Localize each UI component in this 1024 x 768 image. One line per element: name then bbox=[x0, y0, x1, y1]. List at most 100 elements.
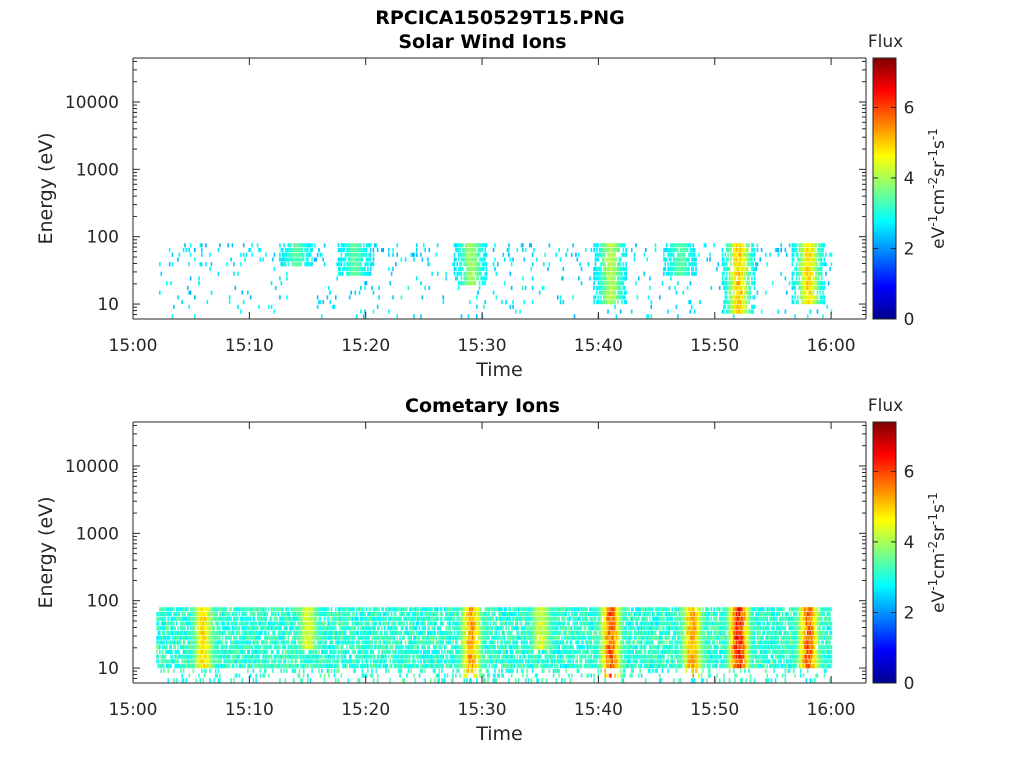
spectrogram-cell bbox=[244, 257, 246, 262]
spectrogram-cell bbox=[734, 252, 736, 257]
spectrogram-cell bbox=[811, 257, 813, 262]
spectrogram-cell bbox=[382, 611, 385, 617]
spectrogram-cell bbox=[270, 304, 273, 309]
spectrogram-cell bbox=[738, 285, 741, 290]
spectrogram-cell bbox=[163, 640, 165, 645]
spectrogram-cell bbox=[279, 659, 281, 664]
spectrogram-cell bbox=[357, 659, 359, 664]
spectrogram-cell bbox=[484, 262, 486, 267]
spectrogram-cell bbox=[156, 611, 158, 617]
spectrogram-cell bbox=[476, 673, 478, 678]
spectrogram-cell bbox=[744, 304, 746, 309]
spectrogram-cell bbox=[403, 654, 405, 659]
spectrogram-cell bbox=[281, 247, 284, 253]
spectrogram-cell bbox=[175, 640, 178, 645]
spectrogram-cell bbox=[725, 257, 728, 262]
spectrogram-cell bbox=[315, 654, 318, 659]
spectrogram-cell bbox=[820, 295, 823, 300]
spectrogram-cell bbox=[350, 262, 352, 267]
spectrogram-cell bbox=[295, 607, 298, 612]
spectrogram-cell bbox=[424, 654, 426, 659]
spectrogram-cell bbox=[470, 668, 473, 673]
colorbar-tick-label: 0 bbox=[904, 310, 915, 330]
spectrogram-cell bbox=[298, 252, 301, 257]
spectrogram-cell bbox=[174, 626, 177, 631]
spectrogram-cell bbox=[369, 252, 372, 257]
spectrogram-cell bbox=[164, 611, 167, 617]
spectrogram-cell bbox=[311, 621, 313, 626]
spectrogram-cell bbox=[597, 252, 600, 257]
spectrogram-cell bbox=[235, 654, 238, 659]
spectrogram-cell bbox=[598, 271, 601, 276]
spectrogram-cell bbox=[354, 621, 357, 626]
spectrogram-cell bbox=[741, 262, 743, 267]
spectrogram-cell bbox=[180, 635, 182, 640]
spectrogram-cell bbox=[469, 621, 471, 626]
spectrogram-cell bbox=[350, 243, 352, 248]
spectrogram-cell bbox=[284, 649, 287, 654]
spectrogram-cell bbox=[735, 262, 738, 267]
spectrogram-cell bbox=[730, 252, 732, 257]
spectrogram-cell bbox=[367, 243, 369, 248]
spectrogram-cell bbox=[489, 616, 492, 621]
spectrogram-cell bbox=[809, 262, 812, 267]
spectrogram-cell bbox=[241, 611, 244, 617]
spectrogram-cell bbox=[295, 247, 298, 253]
spectrogram-cell bbox=[668, 247, 671, 253]
spectrogram-cell bbox=[400, 640, 403, 645]
spectrogram-cell bbox=[478, 252, 481, 257]
spectrogram-cell bbox=[284, 635, 287, 640]
spectrogram-cell bbox=[580, 266, 583, 272]
spectrogram-cell bbox=[191, 626, 193, 631]
spectrogram-cell bbox=[452, 262, 454, 267]
spectrogram-cell bbox=[499, 640, 502, 645]
spectrogram-cell bbox=[339, 611, 341, 617]
spectrogram-cell bbox=[489, 654, 492, 659]
spectrogram-cell bbox=[421, 626, 424, 631]
spectrogram-cell bbox=[249, 630, 252, 636]
spectrogram-cell bbox=[168, 640, 171, 645]
spectrogram-cell bbox=[325, 626, 327, 631]
spectrogram-cell bbox=[487, 621, 489, 626]
spectrogram-cell bbox=[502, 649, 505, 654]
spectrogram-cell bbox=[732, 271, 735, 276]
spectrogram-cell bbox=[343, 243, 345, 248]
spectrogram-cell bbox=[392, 616, 394, 621]
spectrogram-cell bbox=[160, 664, 163, 669]
spectrogram-cell bbox=[336, 276, 338, 281]
spectrogram-cell bbox=[279, 635, 281, 640]
spectrogram-cell bbox=[404, 649, 407, 654]
spectrogram-cell bbox=[350, 290, 352, 295]
spectrogram-cell bbox=[467, 276, 470, 281]
spectrogram-cell bbox=[727, 247, 729, 253]
spectrogram-cell bbox=[596, 300, 598, 305]
spectrogram-cell bbox=[470, 266, 473, 272]
spectrogram-cell bbox=[427, 616, 429, 621]
spectrogram-cell bbox=[311, 616, 313, 621]
spectrogram-cell bbox=[617, 295, 619, 300]
spectrogram-cell bbox=[161, 611, 164, 617]
spectrogram-cell bbox=[337, 645, 340, 650]
spectrogram-cell bbox=[453, 664, 456, 669]
spectrogram-cell bbox=[297, 257, 299, 262]
spectrogram-cell bbox=[667, 252, 669, 257]
spectrogram-cell bbox=[341, 243, 344, 248]
spectrogram-cell bbox=[753, 285, 756, 290]
spectrogram-cell bbox=[174, 630, 177, 636]
spectrogram-cell bbox=[217, 635, 220, 640]
spectrogram-cell bbox=[431, 271, 433, 276]
spectrogram-cell bbox=[159, 616, 161, 621]
spectrogram-cell bbox=[605, 276, 608, 281]
spectrogram-cell bbox=[470, 645, 473, 650]
spectrogram-cell bbox=[173, 630, 175, 636]
spectrogram-cell bbox=[734, 309, 736, 314]
spectrogram-cell bbox=[473, 654, 475, 659]
spectrogram-cell bbox=[361, 607, 364, 612]
spectrogram-cell bbox=[457, 659, 460, 664]
spectrogram-cell bbox=[476, 678, 478, 683]
spectrogram-cell bbox=[424, 664, 426, 669]
spectrogram-cell bbox=[245, 607, 248, 612]
spectrogram-cell bbox=[254, 630, 256, 636]
spectrogram-cell bbox=[173, 626, 175, 631]
spectrogram-cell bbox=[795, 252, 798, 257]
